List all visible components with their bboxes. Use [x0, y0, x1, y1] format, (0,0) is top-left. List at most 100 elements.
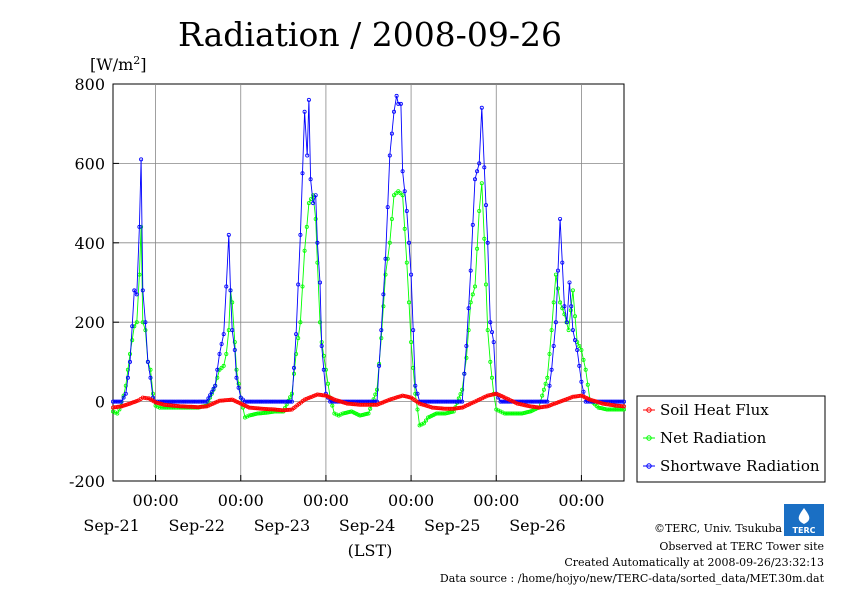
data-point [558, 216, 563, 221]
data-point [458, 399, 463, 404]
data-point [439, 406, 444, 411]
data-point [382, 399, 387, 404]
data-point [407, 395, 412, 400]
data-point [350, 402, 355, 407]
x-time-label: 00:00 [303, 491, 349, 510]
data-point [373, 402, 378, 407]
data-point [451, 409, 456, 414]
data-point [232, 340, 237, 345]
data-point [608, 402, 613, 407]
data-point [140, 288, 145, 293]
data-point [560, 306, 565, 311]
data-point [132, 324, 137, 329]
data-point [581, 357, 586, 362]
data-point [288, 407, 293, 412]
data-point [527, 399, 532, 404]
data-point [417, 401, 422, 406]
data-point [186, 399, 191, 404]
data-point [185, 399, 190, 404]
data-point [485, 328, 490, 333]
data-point [300, 171, 305, 176]
data-point [545, 404, 550, 409]
data-point [134, 292, 139, 297]
data-point [190, 399, 195, 404]
data-point [591, 398, 596, 403]
data-point [387, 240, 392, 245]
data-point [179, 399, 184, 404]
data-point [115, 411, 120, 416]
data-point [426, 404, 431, 409]
data-point [437, 406, 442, 411]
series-2 [111, 93, 627, 404]
data-point [304, 224, 309, 229]
data-point [192, 399, 197, 404]
data-point [258, 406, 263, 411]
data-point [309, 394, 314, 399]
data-point [155, 400, 160, 405]
data-point [298, 232, 303, 237]
data-point [230, 328, 235, 333]
data-point [126, 402, 131, 407]
data-point [543, 381, 548, 386]
data-point [145, 359, 150, 364]
legend-marker [646, 407, 652, 413]
data-point [393, 395, 398, 400]
data-point [498, 399, 503, 404]
terc-logo: TERC [784, 504, 824, 536]
data-point [558, 300, 563, 305]
data-point [245, 414, 250, 419]
data-point [564, 320, 569, 325]
data-point [432, 405, 437, 410]
data-point [577, 363, 582, 368]
data-point [288, 399, 293, 404]
x-tick-labels: 00:00 Sep-21 00:00 Sep-22 00:00 Sep-23 00:00 Se… [83, 475, 604, 535]
data-point [296, 336, 301, 341]
data-point [417, 423, 422, 428]
data-point [140, 320, 145, 325]
data-point [553, 320, 558, 325]
data-point [315, 240, 320, 245]
data-point [228, 288, 233, 293]
data-point [585, 382, 590, 387]
series-0 [111, 391, 627, 413]
data-point [593, 399, 598, 404]
data-point [298, 320, 303, 325]
data-point [573, 338, 578, 343]
data-point [306, 201, 311, 206]
data-point [123, 391, 128, 396]
y-tick-label: 600 [74, 154, 105, 173]
data-point [543, 404, 548, 409]
data-point [415, 407, 420, 412]
data-point [470, 222, 475, 227]
data-point [402, 189, 407, 194]
data-point [470, 292, 475, 297]
data-point [377, 363, 382, 368]
data-point [348, 401, 353, 406]
data-point [269, 407, 274, 412]
data-point [398, 191, 403, 196]
data-point [125, 375, 130, 380]
data-point [466, 306, 471, 311]
observed-text: Observed at TERC Tower site [659, 540, 824, 553]
data-point [515, 401, 520, 406]
data-point [336, 413, 341, 418]
data-point [183, 399, 188, 404]
data-point [259, 399, 264, 404]
x-time-label: 00:00 [558, 491, 604, 510]
data-point [441, 406, 446, 411]
data-point [406, 240, 411, 245]
data-point [604, 402, 609, 407]
data-point [581, 389, 586, 394]
data-point [378, 401, 383, 406]
series-line [112, 183, 624, 427]
data-point [249, 405, 254, 410]
data-point [565, 396, 570, 401]
data-point [334, 412, 339, 417]
data-point [221, 363, 226, 368]
data-point [421, 421, 426, 426]
data-point [423, 418, 428, 423]
data-point [560, 260, 565, 265]
data-point [554, 400, 559, 405]
data-point [294, 332, 299, 337]
